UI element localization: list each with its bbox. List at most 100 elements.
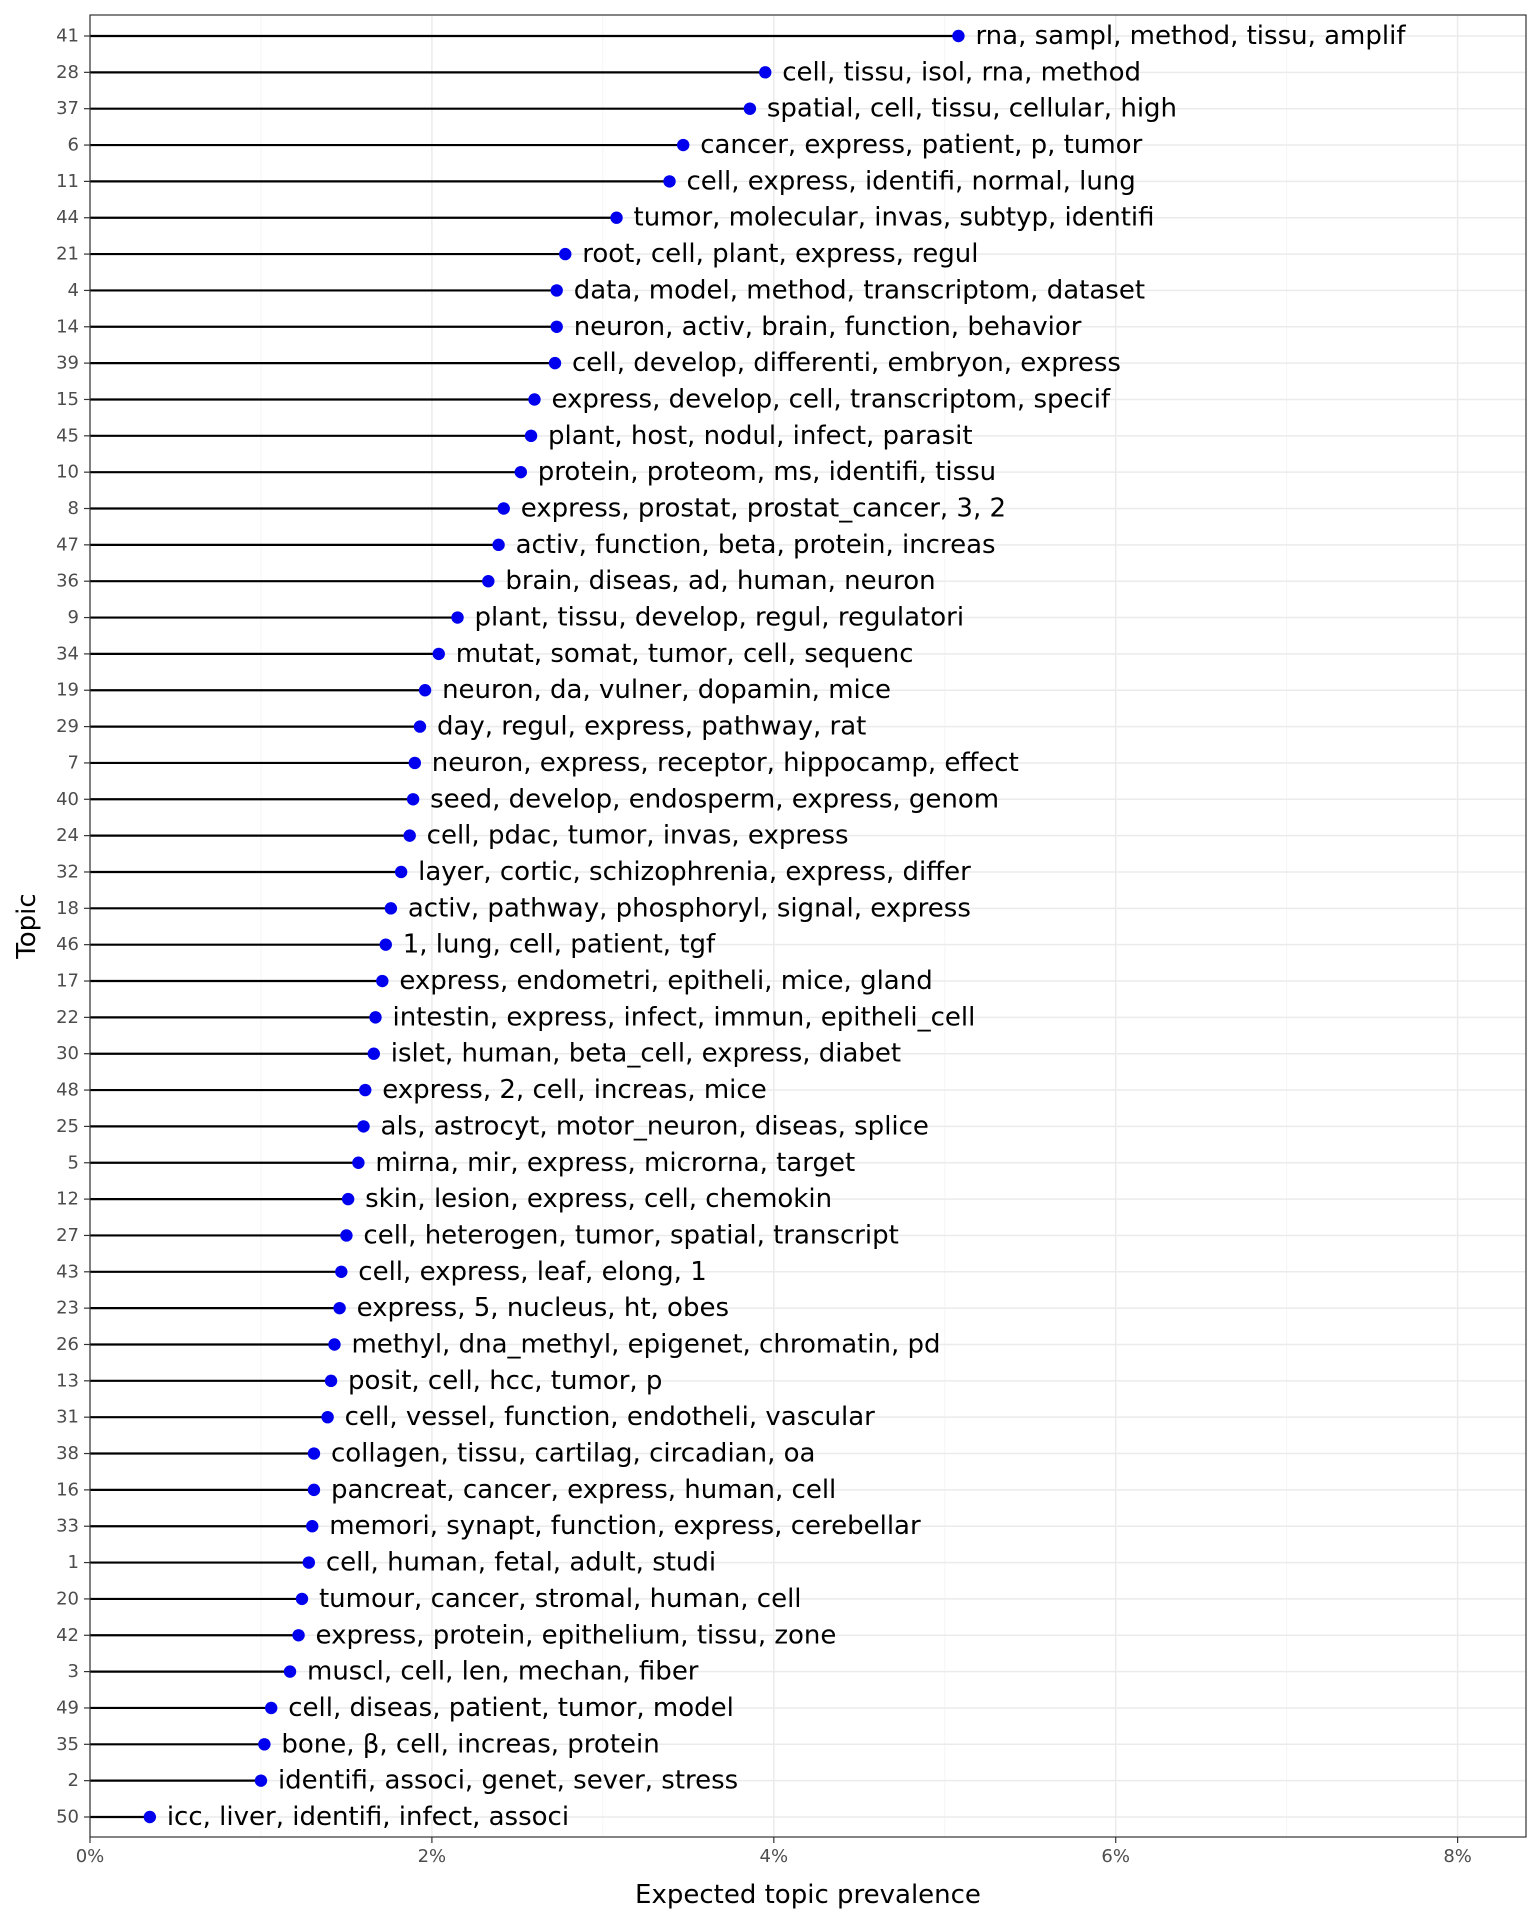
y-tick-label: 28 — [56, 62, 79, 83]
topic-point — [432, 647, 445, 661]
topic-point — [759, 66, 772, 79]
y-tick-label: 4 — [68, 280, 79, 301]
topic-point — [254, 1774, 268, 1787]
topic-point — [333, 1301, 346, 1315]
y-tick-label: 46 — [56, 934, 79, 955]
topic-terms-label: neuron, da, vulner, dopamin, mice — [442, 675, 891, 705]
topic-point — [324, 1374, 338, 1388]
topic-point — [352, 1156, 365, 1169]
topic-point — [394, 865, 408, 879]
y-axis-title: Topic — [12, 893, 42, 959]
topic-point — [379, 938, 392, 951]
topic-terms-label: express, endometri, epitheli, mice, glan… — [399, 966, 932, 996]
topic-point — [283, 1665, 297, 1678]
y-tick-label: 1 — [68, 1552, 79, 1573]
topic-terms-label: layer, cortic, schizophrenia, express, d… — [418, 857, 971, 887]
y-tick-label: 7 — [68, 752, 79, 773]
topic-terms-label: memori, synapt, function, express, cereb… — [329, 1511, 921, 1541]
y-tick-label: 34 — [56, 643, 79, 664]
y-tick-label: 9 — [68, 607, 79, 628]
topic-point — [302, 1556, 316, 1569]
y-tick-label: 25 — [56, 1116, 79, 1137]
topic-point — [307, 1447, 321, 1460]
topic-point — [743, 102, 757, 115]
topic-terms-label: plant, host, nodul, infect, parasit — [548, 421, 973, 451]
topic-terms-label: islet, human, beta_cell, express, diabet — [391, 1039, 901, 1069]
topic-terms-label: data, model, method, transcriptom, datas… — [574, 275, 1145, 305]
topic-terms-label: seed, develop, endosperm, express, genom — [430, 784, 999, 814]
y-tick-label: 26 — [56, 1334, 79, 1355]
topic-terms-label: als, astrocyt, motor_neuron, diseas, spl… — [381, 1111, 929, 1141]
topic-terms-label: bone, β, cell, increas, protein — [281, 1729, 659, 1759]
topic-point — [265, 1701, 278, 1715]
topic-terms-label: tumour, cancer, stromal, human, cell — [319, 1584, 802, 1614]
y-tick-label: 16 — [56, 1479, 79, 1500]
y-tick-label: 38 — [56, 1443, 79, 1464]
topic-terms-label: skin, lesion, express, cell, chemokin — [365, 1184, 832, 1214]
topic-terms-label: express, 2, cell, increas, mice — [382, 1075, 766, 1105]
topic-point — [335, 1265, 348, 1278]
topic-point — [376, 974, 389, 988]
topic-terms-label: cell, tissu, isol, rna, method — [782, 57, 1141, 87]
topic-point — [451, 611, 464, 624]
y-tick-label: 18 — [56, 898, 79, 919]
y-tick-label: 8 — [68, 498, 79, 519]
topic-terms-label: cell, human, fetal, adult, studi — [326, 1548, 716, 1578]
topic-terms-label: express, develop, cell, transcriptom, sp… — [551, 384, 1111, 414]
topic-point — [677, 138, 690, 152]
y-tick-label: 27 — [56, 1225, 79, 1246]
x-tick-label: 8% — [1443, 1846, 1472, 1867]
y-tick-label: 36 — [56, 571, 79, 592]
topic-point — [403, 829, 416, 842]
topic-terms-label: cell, express, identifi, normal, lung — [687, 166, 1136, 196]
topic-point — [367, 1047, 380, 1060]
topic-point — [292, 1629, 305, 1642]
topic-point — [548, 356, 562, 370]
topic-point — [663, 175, 676, 188]
y-tick-label: 10 — [56, 462, 79, 483]
y-tick-label: 30 — [56, 1043, 79, 1064]
topic-terms-label: posit, cell, hcc, tumor, p — [348, 1366, 662, 1396]
x-axis: 0% 2% 4% 6% 8% — [76, 1837, 1472, 1867]
topic-terms-label: cell, develop, differenti, embryon, expr… — [572, 348, 1121, 378]
topic-terms-label: root, cell, plant, express, regul — [582, 239, 978, 269]
topic-terms-label: cell, diseas, patient, tumor, model — [288, 1693, 734, 1723]
topic-point — [482, 575, 495, 588]
topic-point — [559, 247, 572, 261]
topic-terms-label: brain, diseas, ad, human, neuron — [505, 566, 935, 596]
y-tick-label: 20 — [56, 1588, 79, 1609]
topic-point — [610, 211, 623, 224]
topic-terms-label: rna, sampl, method, tissu, amplif — [975, 21, 1406, 51]
y-tick-label: 5 — [68, 1152, 79, 1173]
x-tick-label: 2% — [418, 1846, 447, 1867]
topic-terms-label: cell, pdac, tumor, invas, express — [427, 821, 849, 851]
y-tick-label: 37 — [56, 98, 79, 119]
y-tick-label: 23 — [56, 1298, 79, 1319]
topic-point — [341, 1192, 355, 1206]
y-tick-label: 19 — [56, 680, 79, 701]
y-tick-label: 21 — [56, 244, 79, 265]
y-tick-label: 24 — [56, 825, 79, 846]
y-tick-label: 32 — [56, 861, 79, 882]
topic-terms-label: express, protein, epithelium, tissu, zon… — [316, 1620, 837, 1650]
topic-point — [550, 320, 563, 333]
y-tick-label: 47 — [56, 534, 79, 555]
term-labels: rna, sampl, method, tissu, amplif cell, t… — [167, 21, 1407, 1832]
topic-terms-label: activ, function, beta, protein, increas — [516, 530, 996, 560]
y-tick-label: 40 — [56, 789, 79, 810]
y-tick-label: 17 — [56, 971, 79, 992]
x-tick-label: 4% — [760, 1846, 789, 1867]
topic-point — [528, 393, 541, 406]
topic-point — [497, 502, 510, 515]
topic-terms-label: muscl, cell, len, mechan, fiber — [307, 1657, 699, 1687]
y-tick-label: 45 — [56, 425, 79, 446]
topic-point — [359, 1083, 372, 1097]
topic-point — [384, 902, 398, 915]
topic-terms-label: intestin, express, infect, immun, epithe… — [392, 1002, 975, 1032]
topic-point — [952, 29, 965, 43]
panel-border — [89, 14, 1527, 1838]
topic-point — [413, 720, 427, 733]
y-tick-label: 22 — [56, 1007, 79, 1028]
y-tick-label: 42 — [56, 1625, 79, 1646]
y-tick-label: 41 — [56, 26, 79, 47]
